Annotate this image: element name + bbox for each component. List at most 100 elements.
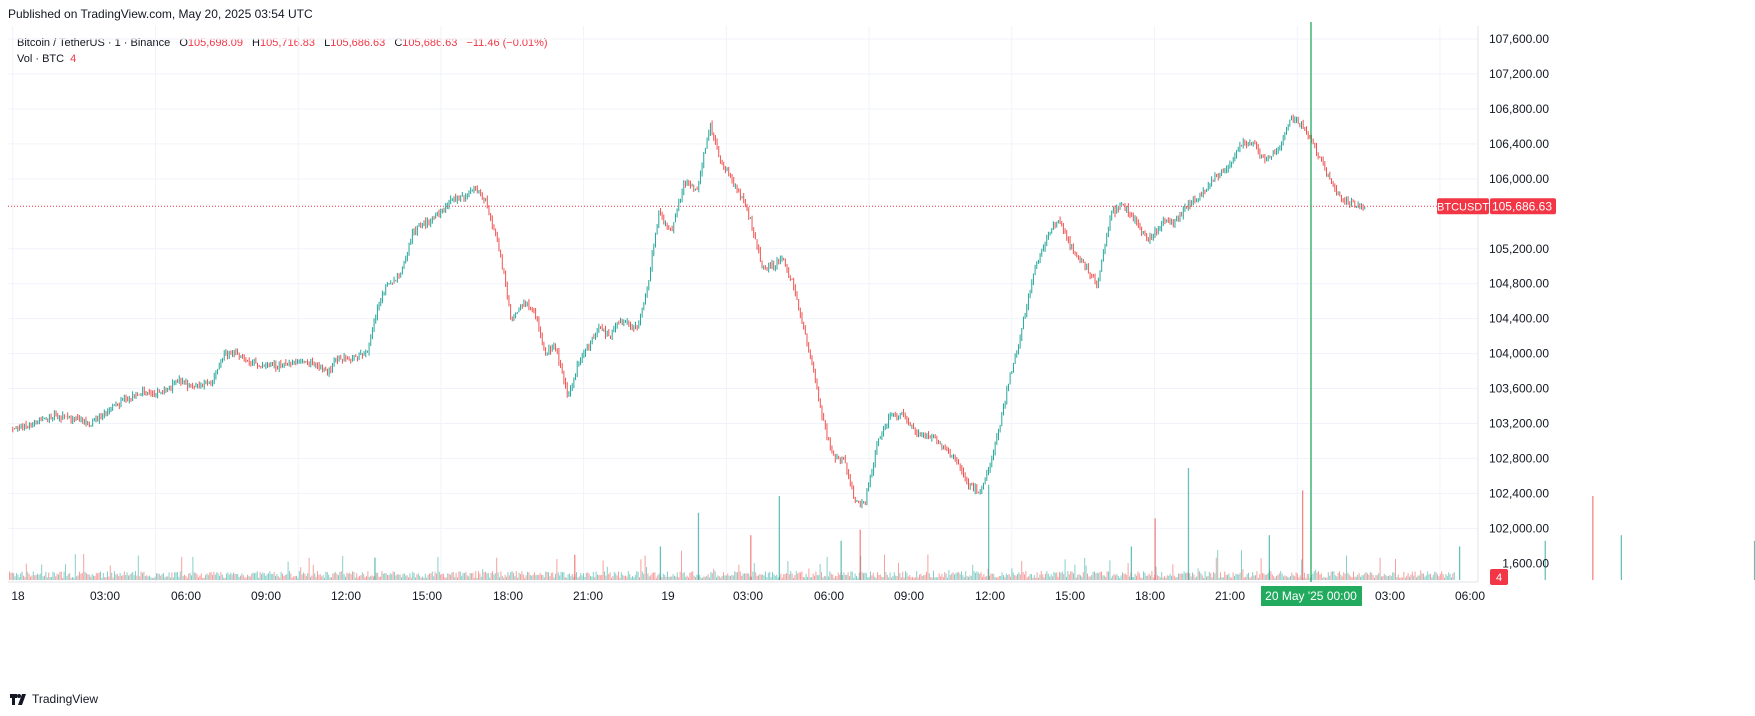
- volume-bar: [500, 571, 502, 580]
- volume-bar: [494, 573, 496, 580]
- volume-bar: [27, 571, 29, 580]
- time-axis-tick: 03:00: [1375, 589, 1405, 603]
- volume-bar: [1218, 577, 1220, 580]
- volume-bar: [1410, 574, 1412, 580]
- volume-bar: [674, 575, 675, 580]
- volume-bar: [17, 574, 19, 580]
- volume-bar: [156, 573, 157, 580]
- volume-bar: [192, 556, 194, 580]
- volume-bar: [1357, 574, 1359, 580]
- volume-bar: [1281, 573, 1283, 580]
- volume-bar: [563, 572, 565, 580]
- volume-bar: [1082, 572, 1084, 580]
- volume-bar: [850, 571, 852, 580]
- volume-bar: [143, 571, 145, 580]
- volume-bar: [272, 574, 274, 580]
- volume-bar: [835, 575, 836, 580]
- volume-bar: [1390, 576, 1392, 580]
- volume-bar: [298, 571, 300, 580]
- volume-bar: [826, 556, 828, 580]
- volume-bar: [583, 573, 584, 580]
- volume-bar: [573, 576, 575, 580]
- volume-bar: [256, 571, 258, 580]
- volume-bar: [935, 577, 937, 580]
- volume-bar: [829, 571, 831, 580]
- volume-bar: [1088, 576, 1090, 580]
- price-axis-tick: 103,600.00: [1489, 382, 1549, 396]
- volume-bar: [44, 575, 45, 580]
- volume-bar: [919, 574, 920, 580]
- volume-bar: [1021, 561, 1023, 580]
- volume-bar: [167, 576, 169, 580]
- price-axis-tick: 106,800.00: [1489, 102, 1549, 116]
- volume-bar: [1386, 576, 1388, 580]
- volume-bar: [179, 571, 181, 580]
- volume-bar: [247, 574, 248, 580]
- crosshair-time-bg: [1261, 586, 1362, 606]
- volume-bar: [521, 571, 523, 580]
- volume-bar: [100, 571, 101, 580]
- volume-bar: [723, 572, 724, 580]
- volume-bar: [361, 572, 363, 580]
- volume-bar: [734, 571, 736, 580]
- volume-bar: [975, 572, 976, 580]
- volume-bar: [437, 557, 439, 580]
- volume-bar: [1339, 571, 1340, 580]
- volume-bar: [966, 576, 968, 580]
- tradingview-brand[interactable]: TradingView: [10, 692, 98, 706]
- symbol-title[interactable]: Bitcoin / TetherUS · 1 · Binance: [17, 37, 171, 49]
- volume-bar: [325, 571, 327, 580]
- price-axis-tick: 103,200.00: [1489, 416, 1549, 430]
- volume-bar: [193, 572, 195, 580]
- volume-bar: [440, 574, 442, 580]
- volume-bar: [228, 574, 230, 580]
- volume-bar: [1214, 573, 1216, 580]
- volume-bar: [9, 571, 10, 580]
- volume-bar: [536, 574, 538, 580]
- volume-bar: [59, 571, 61, 580]
- volume-bar: [1445, 574, 1447, 580]
- volume-bar: [595, 571, 597, 580]
- volume-bar: [1329, 575, 1331, 580]
- volume-bar: [1099, 571, 1101, 580]
- volume-bar: [899, 573, 901, 580]
- volume-bar: [639, 577, 640, 580]
- volume-bar: [795, 571, 797, 580]
- volume-bar: [315, 576, 317, 580]
- volume-bar: [1063, 574, 1065, 580]
- volume-label[interactable]: Vol · BTC: [17, 53, 65, 65]
- volume-bar: [91, 574, 93, 580]
- volume-bar: [389, 573, 391, 580]
- volume-bar: [23, 575, 24, 580]
- volume-bar: [307, 573, 309, 580]
- volume-bar: [48, 572, 50, 580]
- volume-bar: [25, 563, 27, 580]
- volume-bar: [433, 576, 435, 580]
- volume-bar: [1165, 577, 1167, 580]
- volume-bar: [672, 574, 674, 580]
- volume-bar: [296, 575, 297, 580]
- volume-bar: [1018, 572, 1020, 580]
- price-axis-tick: 104,800.00: [1489, 277, 1549, 291]
- volume-bar: [1364, 573, 1366, 580]
- volume-bar: [172, 577, 174, 580]
- volume-bar: [504, 574, 506, 580]
- volume-bar: [550, 572, 552, 580]
- volume-bar: [1077, 574, 1079, 580]
- volume-bar: [368, 576, 370, 580]
- volume-bar: [867, 577, 869, 580]
- volume-bar: [1315, 569, 1317, 580]
- volume-bar: [1131, 577, 1133, 580]
- volume-bar: [220, 572, 222, 580]
- volume-bar: [69, 573, 71, 580]
- volume-bar: [805, 573, 807, 580]
- time-axis: 18 03:00 06:00 09:00 12:00 15:00 18:00 21:00 19 0…: [11, 589, 1485, 603]
- volume-bar: [812, 573, 814, 580]
- volume-bar: [1123, 573, 1125, 580]
- volume-bar: [356, 573, 358, 580]
- volume-bar: [31, 575, 33, 580]
- volume-bar: [758, 575, 759, 580]
- volume-bar: [251, 573, 253, 580]
- volume-bar: [151, 577, 153, 580]
